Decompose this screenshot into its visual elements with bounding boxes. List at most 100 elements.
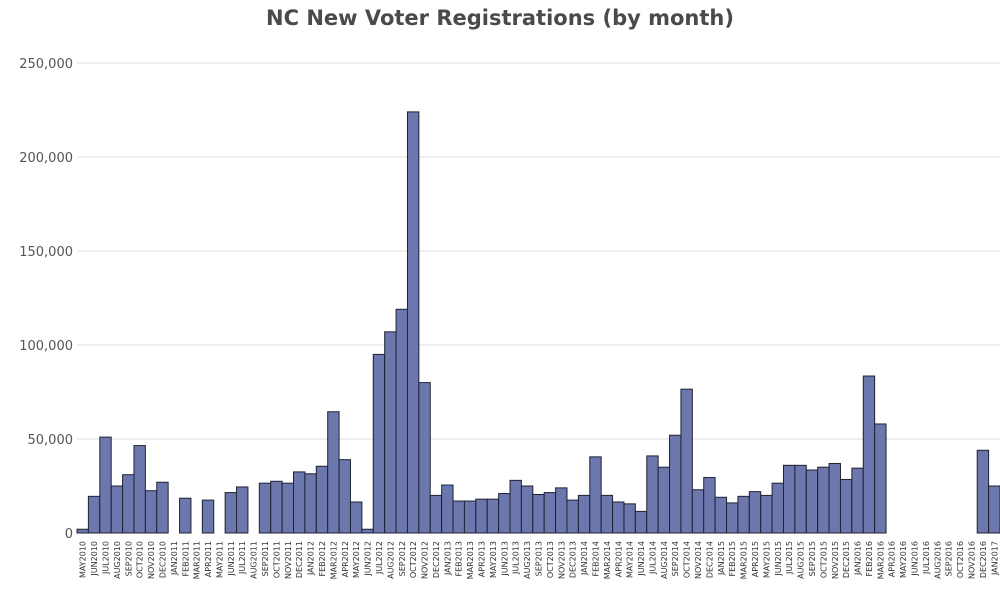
x-tick-label: DEC2012 (432, 541, 441, 578)
bar (201, 499, 215, 534)
x-tick-label: MAR2014 (603, 541, 612, 579)
x-tick-label: FEB2012 (318, 541, 327, 577)
bar (566, 499, 579, 534)
bar (179, 497, 192, 534)
bar (122, 474, 135, 534)
x-tick-label: APR2015 (751, 541, 760, 577)
x-tick-label: FEB2014 (591, 541, 600, 577)
bar (475, 498, 488, 534)
x-tick-label: APR2011 (204, 541, 213, 577)
bar (623, 503, 636, 534)
bar (270, 480, 283, 534)
x-axis-tick-labels: MAY2010 JUN2010 JUL2010 AUG2010 SEP2010 OCT20… (79, 541, 1000, 579)
x-tick-label: MAR2012 (329, 541, 338, 579)
bar (782, 464, 796, 534)
x-tick-label: MAY2013 (489, 541, 498, 578)
y-tick-label: 0 (65, 527, 73, 542)
x-tick-label: AUG2015 (797, 541, 806, 579)
bar (543, 492, 557, 534)
x-tick-label: JUL2011 (238, 541, 247, 575)
bar (794, 464, 807, 534)
x-tick-label: NOV2012 (421, 541, 430, 579)
x-tick-label: JAN2013 (443, 541, 452, 576)
x-tick-label: JAN2012 (307, 541, 316, 576)
bar (771, 482, 784, 534)
bar (646, 455, 659, 534)
y-tick-label: 50,000 (28, 433, 74, 448)
x-tick-label: SEP2013 (535, 541, 544, 576)
bar (372, 353, 386, 534)
bar (429, 494, 443, 534)
y-tick-label: 100,000 (19, 339, 73, 354)
x-tick-label: OCT2016 (956, 541, 965, 578)
bar (760, 494, 773, 534)
bar (258, 482, 272, 534)
bar (452, 500, 465, 534)
bar (76, 528, 89, 534)
bar (133, 445, 146, 534)
x-tick-label: NOV2015 (831, 541, 840, 579)
x-tick-label: AUG2011 (250, 541, 259, 579)
x-tick-label: NOV2010 (147, 541, 156, 579)
x-tick-label: JAN2016 (854, 541, 863, 576)
gridlines (77, 62, 1000, 440)
bar (281, 482, 295, 534)
x-tick-label: NOV2013 (557, 541, 566, 579)
bar (498, 493, 511, 534)
x-tick-label: NOV2011 (284, 541, 293, 579)
x-tick-label: OCT2010 (136, 541, 145, 578)
x-tick-label: AUG2014 (660, 541, 669, 579)
y-tick-label: 200,000 (19, 151, 73, 166)
x-tick-label: JUN2016 (911, 541, 920, 577)
bar (976, 449, 990, 534)
bar (338, 459, 351, 534)
x-tick-label: JUL2013 (512, 541, 521, 575)
x-tick-label: MAR2011 (193, 541, 202, 579)
bar (304, 473, 317, 534)
x-tick-label: JUL2012 (375, 541, 384, 575)
bar (839, 478, 853, 534)
x-tick-label: FEB2016 (865, 541, 874, 577)
bar (726, 502, 739, 534)
x-tick-label: MAR2015 (740, 541, 749, 579)
x-tick-label: FEB2015 (728, 541, 737, 577)
x-tick-label: AUG2013 (523, 541, 532, 579)
x-tick-label: JUN2010 (90, 541, 99, 577)
x-tick-label: OCT2011 (272, 541, 281, 578)
bar (874, 423, 887, 534)
x-tick-label: JUN2014 (637, 541, 646, 577)
x-tick-label: OCT2014 (683, 541, 692, 578)
x-tick-label: OCT2015 (819, 541, 828, 578)
bar (669, 434, 682, 534)
bar (600, 494, 614, 534)
bar (463, 500, 477, 534)
x-tick-label: MAY2011 (215, 541, 224, 578)
bar (509, 479, 522, 534)
x-tick-label: JUN2012 (364, 541, 373, 577)
x-tick-label: APR2016 (888, 541, 897, 577)
x-tick-label: DEC2014 (705, 541, 714, 578)
bar (418, 382, 431, 534)
bar (236, 486, 249, 534)
x-tick-label: MAR2016 (876, 541, 885, 579)
bar (293, 471, 306, 534)
x-tick-label: APR2014 (614, 541, 623, 577)
bar (395, 308, 408, 534)
x-tick-label: SEP2016 (945, 541, 954, 576)
x-tick-label: FEB2011 (181, 541, 190, 577)
x-tick-label: MAY2014 (626, 541, 635, 578)
bar (532, 493, 545, 534)
bar (520, 485, 534, 534)
y-axis-tick-labels: 0 50,000 100,000 150,000 200,000 250,000 (19, 57, 73, 542)
x-tick-label: SEP2010 (124, 541, 133, 576)
bar (110, 485, 124, 534)
x-tick-label: MAR2013 (466, 541, 475, 579)
bar (361, 528, 374, 534)
x-tick-label: MAY2015 (762, 541, 771, 578)
x-tick-label: JAN2015 (717, 541, 726, 576)
x-tick-label: OCT2013 (546, 541, 555, 578)
x-tick-label: JAN2014 (580, 541, 589, 576)
bar (817, 466, 830, 534)
bars (76, 111, 1000, 534)
